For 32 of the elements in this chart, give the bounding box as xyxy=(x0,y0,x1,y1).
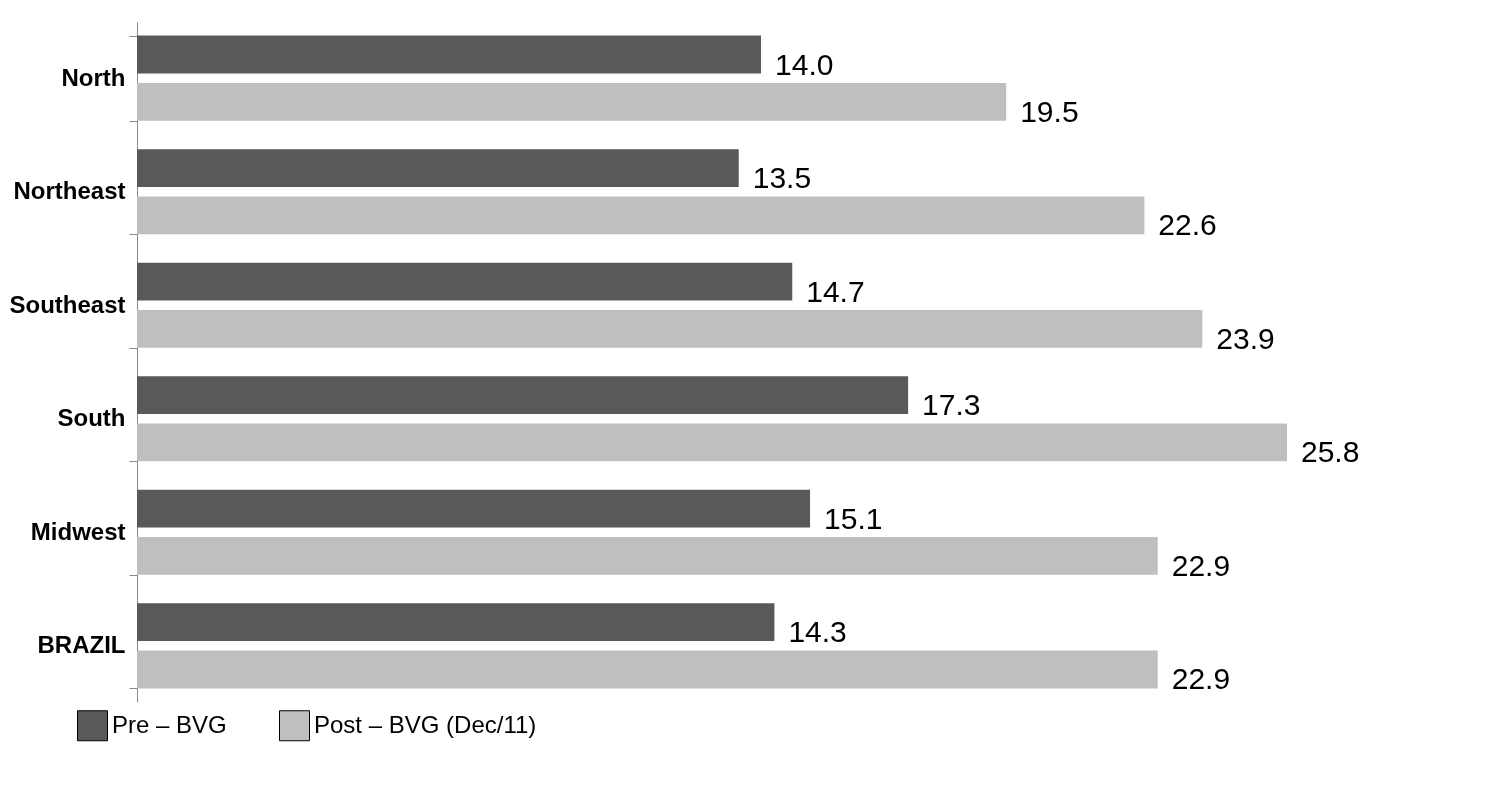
data-label: 14.3 xyxy=(788,615,847,649)
data-label: 23.9 xyxy=(1216,321,1275,355)
y-tick-label: South xyxy=(57,404,126,432)
bar xyxy=(137,149,739,187)
data-label: 17.3 xyxy=(922,388,981,422)
y-tick-label: North xyxy=(61,63,126,91)
legend-label: Post – BVG (Dec/11) xyxy=(314,710,537,738)
y-tick-label: Southeast xyxy=(9,290,126,318)
bar xyxy=(137,537,1158,575)
bar xyxy=(137,423,1287,462)
bar xyxy=(137,489,811,528)
bar xyxy=(137,603,775,642)
bar xyxy=(137,35,762,74)
bar xyxy=(137,196,1145,235)
data-label: 22.9 xyxy=(1171,548,1231,582)
bar xyxy=(137,82,1007,121)
bar xyxy=(137,309,1203,348)
legend-label: Pre – BVG xyxy=(112,710,227,738)
bar xyxy=(137,262,793,301)
bar xyxy=(137,650,1158,689)
y-tick-label: BRAZIL xyxy=(37,631,126,659)
data-label: 14.7 xyxy=(806,274,865,308)
data-label: 19.5 xyxy=(1020,94,1079,128)
data-label: 14.0 xyxy=(775,47,834,81)
y-tick-label: Northeast xyxy=(13,177,126,205)
data-label: 22.9 xyxy=(1171,662,1231,696)
y-tick-label: Midwest xyxy=(30,517,126,545)
data-label: 25.8 xyxy=(1301,435,1360,469)
data-label: 15.1 xyxy=(824,501,883,535)
data-label: 22.6 xyxy=(1158,208,1217,242)
data-label: 13.5 xyxy=(752,161,812,195)
bar xyxy=(137,376,909,415)
